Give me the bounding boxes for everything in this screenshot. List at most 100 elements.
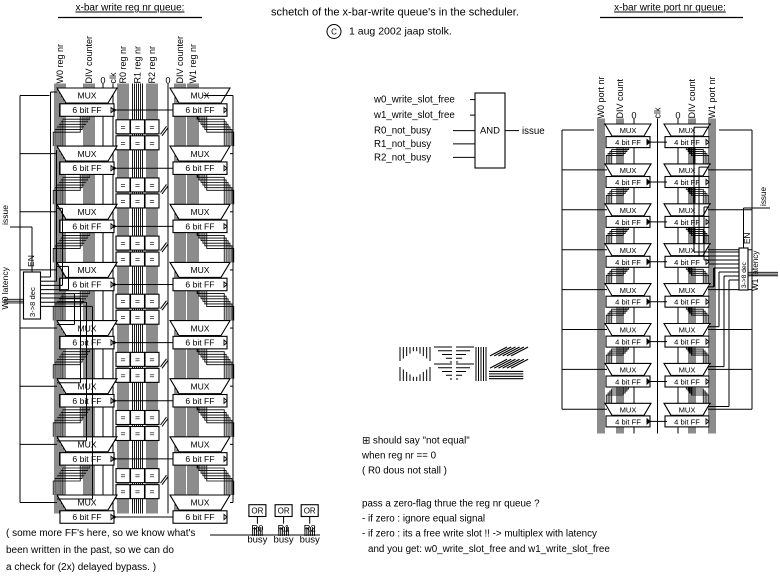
svg-text:OR: OR (278, 507, 290, 516)
svg-text:4 bit FF: 4 bit FF (615, 258, 641, 267)
svg-text:=: = (149, 413, 154, 423)
svg-text:=: = (149, 429, 154, 439)
svg-text:R0 reg nr: R0 reg nr (118, 46, 128, 84)
svg-text:AND: AND (480, 126, 500, 137)
svg-text:4 bit FF: 4 bit FF (615, 378, 641, 387)
svg-text:MUX: MUX (679, 366, 696, 375)
svg-text:=: = (120, 296, 125, 306)
svg-text:=: = (135, 122, 140, 132)
svg-text:EN: EN (743, 233, 752, 244)
svg-text:DIV count: DIV count (687, 78, 697, 118)
svg-text:MUX: MUX (679, 406, 696, 415)
svg-text:=: = (135, 370, 140, 380)
svg-text:R1_not_busy: R1_not_busy (374, 139, 431, 150)
svg-text:4 bit FF: 4 bit FF (674, 258, 700, 267)
svg-text:4 bit FF: 4 bit FF (615, 178, 641, 187)
svg-text:clk: clk (653, 107, 663, 118)
svg-text:6 bit FF: 6 bit FF (72, 221, 101, 231)
svg-text:=: = (149, 180, 154, 190)
svg-text:6 bit FF: 6 bit FF (185, 163, 214, 173)
svg-text:MUX: MUX (679, 126, 696, 135)
svg-text:R2: R2 (304, 524, 316, 535)
svg-text:R1: R1 (278, 524, 290, 535)
svg-text:W1 reg nr: W1 reg nr (188, 44, 198, 84)
svg-text:=: = (149, 238, 154, 248)
svg-text:MUX: MUX (679, 166, 696, 175)
svg-text:MUX: MUX (190, 207, 209, 217)
svg-text:and you get: w0_write_slot_fre: and you get: w0_write_slot_free and w1_w… (368, 544, 610, 555)
svg-text:MUX: MUX (620, 206, 637, 215)
svg-text:=: = (149, 471, 154, 481)
svg-text:W0 port nr: W0 port nr (596, 76, 606, 118)
svg-text:4 bit FF: 4 bit FF (674, 178, 700, 187)
svg-text:W1 port nr: W1 port nr (707, 76, 717, 118)
svg-text:6 bit FF: 6 bit FF (72, 163, 101, 173)
svg-text:=: = (120, 429, 125, 439)
svg-text:when reg nr == 0: when reg nr == 0 (361, 450, 437, 461)
svg-text:6 bit FF: 6 bit FF (185, 454, 214, 464)
svg-text:- if zero : ignore equal signa: - if zero : ignore equal signal (362, 514, 485, 525)
svg-text:R1 reg nr: R1 reg nr (133, 46, 143, 84)
svg-text:MUX: MUX (620, 366, 637, 375)
svg-text:pass a zero-flag thrue the reg: pass a zero-flag thrue the reg nr queue … (362, 498, 540, 509)
svg-text:DIV counter: DIV counter (175, 36, 185, 84)
svg-text:DIV counter: DIV counter (84, 36, 94, 84)
svg-text:x-bar write reg nr queue:: x-bar write reg nr queue: (76, 3, 185, 14)
svg-text:⊞ should say "not equal": ⊞ should say "not equal" (362, 436, 470, 447)
svg-text:MUX: MUX (620, 326, 637, 335)
svg-text:EN: EN (26, 255, 36, 267)
svg-text:6 bit FF: 6 bit FF (185, 512, 214, 522)
svg-text:=: = (135, 238, 140, 248)
svg-text:MUX: MUX (190, 498, 209, 508)
svg-text:R2_not_busy: R2_not_busy (374, 152, 431, 163)
svg-text:MUX: MUX (620, 286, 637, 295)
svg-text:( R0 dous not stall ): ( R0 dous not stall ) (362, 466, 447, 477)
svg-text:MUX: MUX (190, 265, 209, 275)
svg-text:=: = (135, 196, 140, 206)
svg-text:been written in the past, so w: been written in the past, so we can do (6, 545, 174, 556)
svg-text:4 bit FF: 4 bit FF (674, 338, 700, 347)
svg-text:- if zero : its a free write s: - if zero : its a free write slot !! -> … (362, 528, 597, 539)
svg-text:issue: issue (0, 205, 10, 225)
svg-text:MUX: MUX (77, 207, 96, 217)
svg-text:=: = (120, 122, 125, 132)
svg-text:6 bit FF: 6 bit FF (185, 221, 214, 231)
svg-text:MUX: MUX (77, 91, 96, 101)
svg-text:=: = (135, 354, 140, 364)
svg-text:=: = (120, 180, 125, 190)
svg-text:busy: busy (300, 535, 320, 546)
svg-text:=: = (120, 196, 125, 206)
svg-text:x-bar write port nr queue:: x-bar write port nr queue: (614, 3, 726, 14)
svg-text:4 bit FF: 4 bit FF (615, 298, 641, 307)
svg-text:MUX: MUX (620, 406, 637, 415)
svg-text:=: = (135, 413, 140, 423)
svg-text:=: = (149, 138, 154, 148)
svg-text:schetch of the x-bar-write que: schetch of the x-bar-write queue's in th… (271, 7, 519, 19)
svg-text:issue: issue (522, 126, 545, 137)
svg-text:OR: OR (251, 507, 263, 516)
svg-text:4 bit FF: 4 bit FF (674, 298, 700, 307)
svg-text:4 bit FF: 4 bit FF (674, 218, 700, 227)
svg-text:MUX: MUX (679, 326, 696, 335)
svg-text:W1 latency: W1 latency (751, 250, 760, 291)
svg-text:MUX: MUX (77, 265, 96, 275)
svg-text:OR: OR (304, 507, 316, 516)
svg-text:MUX: MUX (77, 149, 96, 159)
svg-text:=: = (120, 487, 125, 497)
svg-text:3->8 dec: 3->8 dec (741, 261, 748, 288)
svg-text:=: = (120, 471, 125, 481)
svg-text:R2 reg nr: R2 reg nr (147, 46, 157, 84)
svg-text:=: = (149, 487, 154, 497)
svg-text:4 bit FF: 4 bit FF (674, 138, 700, 147)
svg-text:busy: busy (247, 535, 267, 546)
svg-text:R0: R0 (251, 524, 263, 535)
svg-text:=: = (135, 487, 140, 497)
svg-text:=: = (149, 254, 154, 264)
svg-text:4 bit FF: 4 bit FF (615, 138, 641, 147)
svg-text:1 aug 2002 jaap stolk.: 1 aug 2002 jaap stolk. (349, 26, 452, 38)
svg-text:MUX: MUX (190, 440, 209, 450)
svg-text:3->8 dec: 3->8 dec (28, 287, 37, 317)
svg-text:C: C (331, 28, 337, 37)
svg-text:( some more FF's here, so we k: ( some more FF's here, so we know what's (6, 528, 195, 539)
svg-text:4 bit FF: 4 bit FF (615, 417, 641, 426)
